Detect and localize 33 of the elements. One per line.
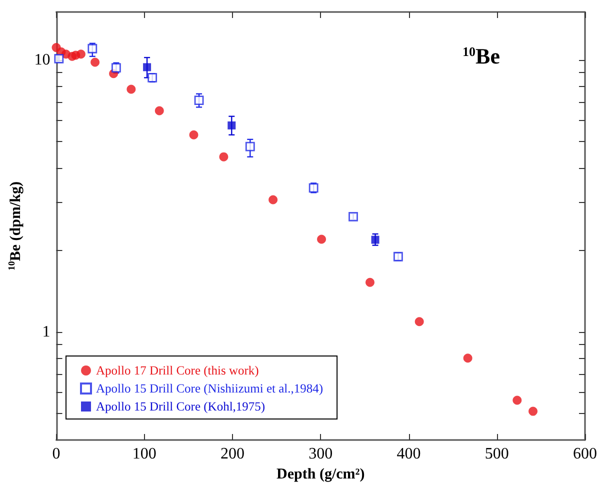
point (126, 84, 136, 94)
point (512, 396, 522, 405)
point (365, 278, 374, 287)
point (371, 236, 380, 244)
point (219, 152, 228, 162)
point (189, 130, 198, 140)
point (88, 44, 98, 54)
x-tick-label: 0 (52, 446, 60, 462)
x-tick-label: 300 (308, 446, 333, 462)
x-tick-label: 600 (573, 446, 597, 462)
point (528, 406, 538, 416)
point (54, 54, 64, 64)
y-axis-title: 10Be (dpm/kg) (8, 182, 24, 270)
point (143, 63, 152, 72)
x-tick-label: 500 (484, 446, 509, 462)
legend-label: Apollo 17 Drill Core (this work) (96, 364, 259, 378)
point (414, 317, 424, 326)
legend-label: Apollo 15 Drill Core (Kohl,1975) (96, 400, 266, 414)
x-tick-label: 100 (132, 446, 156, 462)
point (268, 195, 278, 204)
point (463, 354, 472, 363)
point (228, 121, 236, 130)
point (317, 234, 326, 244)
y-tick-label: 10 (34, 51, 50, 68)
point (76, 50, 86, 59)
x-tick-label: 200 (220, 446, 245, 462)
x-axis-title: Depth (g/cm²) (276, 466, 365, 482)
x-tick-label: 400 (396, 446, 421, 462)
point (194, 96, 204, 106)
y-tick-label: 1 (42, 323, 50, 340)
point (154, 106, 164, 116)
point (245, 142, 255, 152)
legend-label: Apollo 15 Drill Core (Nishiizumi et al.,1984) (96, 382, 324, 396)
